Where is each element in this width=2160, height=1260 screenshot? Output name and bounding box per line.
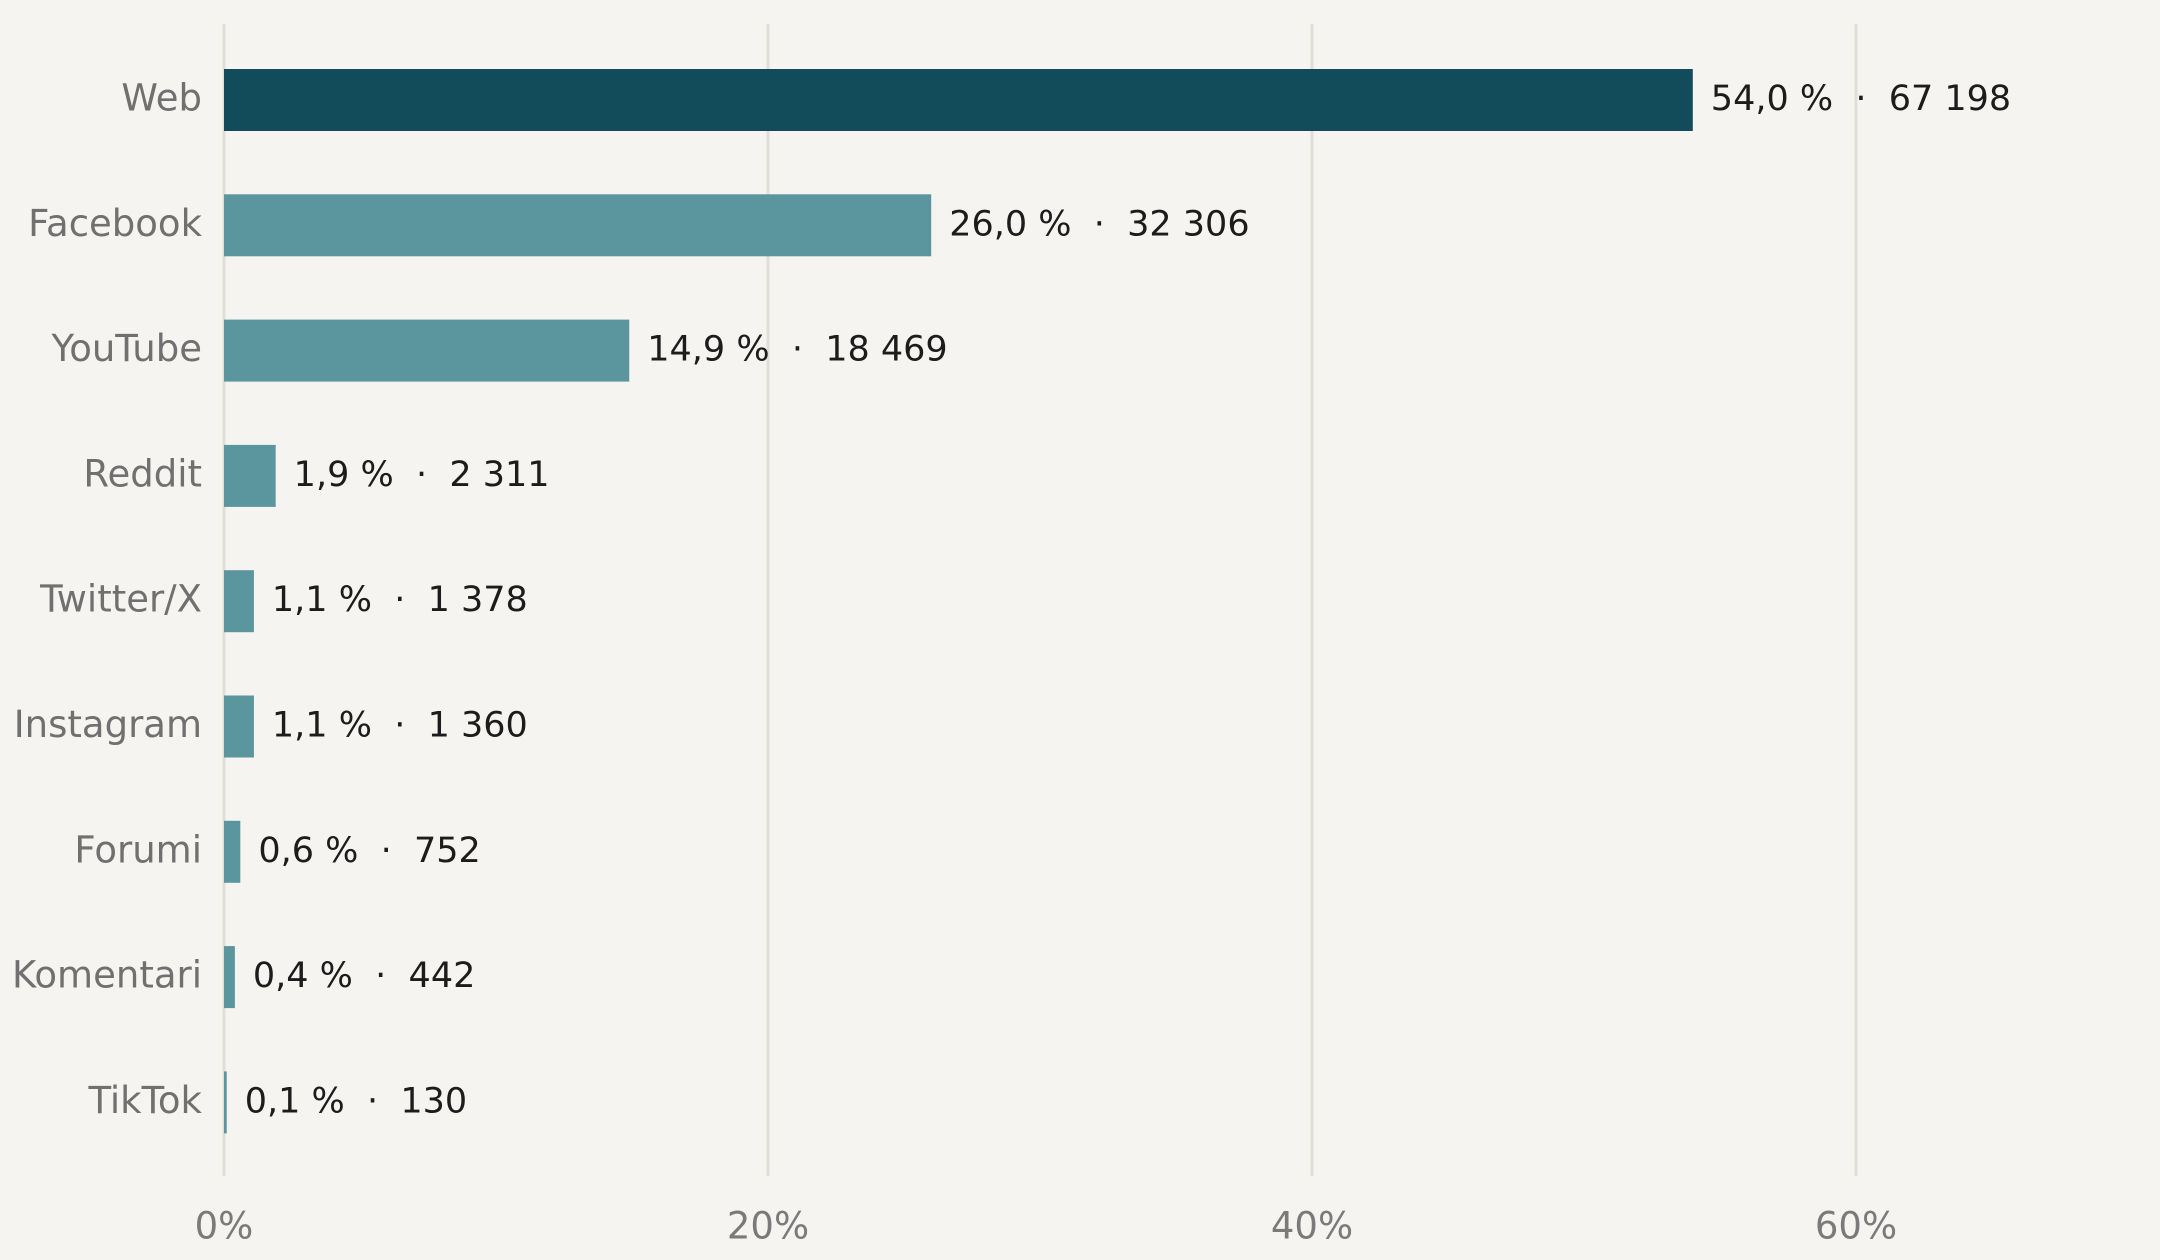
labels: Web 54,0 % · 67 198 Facebook 26,0 % · 32 30… xyxy=(12,77,2011,1122)
category-label: Instagram xyxy=(14,703,202,746)
category-label: YouTube xyxy=(51,327,202,370)
bar-instagram xyxy=(224,695,254,758)
value-label: 1,1 % · 1 378 xyxy=(272,580,528,620)
value-label: 0,6 % · 752 xyxy=(258,831,480,871)
value-label: 0,1 % · 130 xyxy=(245,1081,467,1121)
value-label: 14,9 % · 18 469 xyxy=(647,330,947,370)
value-label: 1,1 % · 1 360 xyxy=(272,706,528,746)
bars xyxy=(224,69,1693,1134)
category-label: Web xyxy=(121,77,202,120)
bar-facebook xyxy=(224,194,932,257)
category-label: Komentari xyxy=(12,954,202,997)
value-label: 1,9 % · 2 311 xyxy=(294,455,550,495)
x-tick-label: 20% xyxy=(727,1205,809,1248)
x-tick-label: 0% xyxy=(195,1205,254,1248)
category-label: Forumi xyxy=(74,828,202,871)
bar-komentari xyxy=(224,946,235,1009)
value-label: 0,4 % · 442 xyxy=(253,956,475,996)
bar-web xyxy=(224,69,1693,131)
category-label: TikTok xyxy=(87,1079,202,1122)
bar-tiktok xyxy=(224,1071,227,1134)
bar-youtube xyxy=(224,319,630,382)
category-label: Twitter/X xyxy=(39,578,202,621)
value-label: 26,0 % · 32 306 xyxy=(949,204,1249,244)
bar-twitter-x xyxy=(224,570,254,633)
category-label: Reddit xyxy=(83,452,202,495)
bar-reddit xyxy=(224,444,276,507)
category-label: Facebook xyxy=(28,202,202,245)
x-axis-ticks: 0% 20% 40% 60% xyxy=(195,1205,1897,1248)
x-tick-label: 60% xyxy=(1815,1205,1897,1248)
bar-forumi xyxy=(224,820,241,883)
value-label: 54,0 % · 67 198 xyxy=(1711,79,2011,119)
x-tick-label: 40% xyxy=(1271,1205,1353,1248)
